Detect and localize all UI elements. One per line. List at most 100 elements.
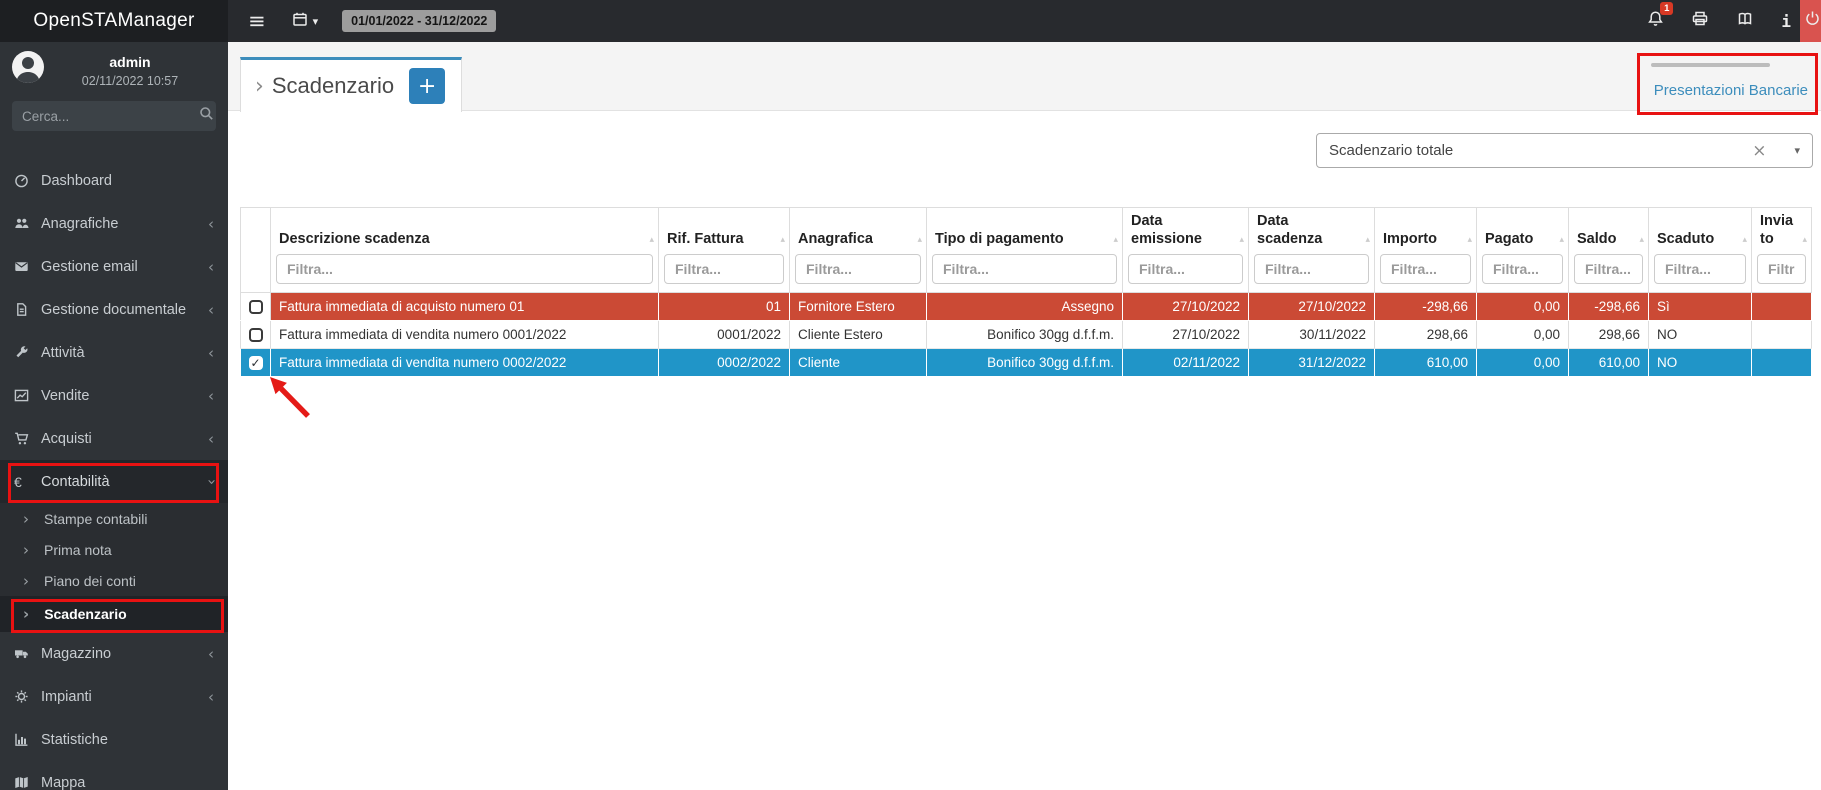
sort-icon: ▴ <box>780 235 785 246</box>
sidebar-item-label: Impianti <box>41 688 92 705</box>
tab-scadenzario[interactable]: › Scadenzario + <box>240 57 463 112</box>
logout-button[interactable] <box>1800 0 1821 42</box>
cell-pagato: 0,00 <box>1476 320 1569 349</box>
scadenzario-filter-select[interactable]: Scadenzario totale × ▾ <box>1316 133 1813 168</box>
col-header-importo[interactable]: Importo ▴ <box>1374 207 1477 254</box>
sidebar-item-anagrafiche[interactable]: Anagrafiche ‹ <box>0 202 228 245</box>
map-icon <box>14 775 41 790</box>
chevron-right-icon: › <box>23 605 30 623</box>
table-row[interactable]: Fattura immediata di vendita numero 0001… <box>240 320 1812 349</box>
sidebar-item-statistiche[interactable]: Statistiche <box>0 718 228 761</box>
sort-icon: ▴ <box>1113 235 1118 246</box>
sidebar-item-dashboard[interactable]: Dashboard <box>0 159 228 202</box>
sidebar-subitem-stampe-contabili[interactable]: › Stampe contabili <box>0 503 228 534</box>
chevron-left-icon: ‹ <box>208 644 214 663</box>
docs-button[interactable] <box>1736 11 1754 32</box>
sidebar-item-gestione-documentale[interactable]: Gestione documentale ‹ <box>0 288 228 331</box>
chevron-right-icon: › <box>23 540 29 559</box>
col-header-saldo[interactable]: Saldo ▴ <box>1568 207 1649 254</box>
sidebar-item-label: Gestione email <box>41 258 138 275</box>
col-header-scaduto[interactable]: Scaduto ▴ <box>1648 207 1752 254</box>
sidebar-item-magazzino[interactable]: Magazzino ‹ <box>0 632 228 675</box>
notification-count-badge: 1 <box>1660 1 1674 15</box>
filter-input-importo[interactable] <box>1380 253 1471 284</box>
cell-data-emissione: 02/11/2022 <box>1122 348 1249 377</box>
filter-input-rif-fattura[interactable] <box>664 253 784 284</box>
col-header-data-scadenza[interactable]: Data scadenza ▴ <box>1248 207 1375 254</box>
sidebar-item-attivita[interactable]: Attività ‹ <box>0 331 228 374</box>
tab-bar: › Scadenzario + <box>228 42 1821 112</box>
filter-input-scaduto[interactable] <box>1654 253 1746 284</box>
col-header-pagato[interactable]: Pagato ▴ <box>1476 207 1569 254</box>
cell-importo: -298,66 <box>1374 292 1477 321</box>
user-avatar <box>12 51 44 83</box>
sidebar-item-contabilita[interactable]: € Contabilità ‹ <box>0 460 228 503</box>
cell-scaduto: Sì <box>1648 292 1752 321</box>
notifications-button[interactable]: 1 <box>1647 1 1674 33</box>
annotation-box-presentazioni: Presentazioni Bancarie <box>1637 53 1818 115</box>
row-checkbox[interactable] <box>248 328 263 343</box>
cell-pagato: 0,00 <box>1476 348 1569 377</box>
topbar-actions: 1 i <box>1647 0 1821 42</box>
calendar-menu-button[interactable]: ▾ <box>292 11 318 32</box>
filter-input-tipo-pagamento[interactable] <box>932 253 1117 284</box>
select-all-header <box>240 207 271 254</box>
row-checkbox[interactable] <box>248 300 263 315</box>
user-info: admin 02/11/2022 10:57 <box>44 51 216 88</box>
print-button[interactable] <box>1691 10 1709 32</box>
cart-icon <box>14 431 41 446</box>
cell-inviato <box>1751 320 1812 349</box>
sidebar-subitem-label: Stampe contabili <box>44 510 148 527</box>
col-header-descrizione[interactable]: Descrizione scadenza ▴ <box>270 207 659 254</box>
chevron-left-icon: ‹ <box>208 257 214 276</box>
info-button[interactable]: i <box>1781 12 1791 31</box>
col-header-anagrafica[interactable]: Anagrafica ▴ <box>789 207 927 254</box>
sort-icon: ▴ <box>1239 235 1244 246</box>
cell-saldo: -298,66 <box>1568 292 1649 321</box>
sort-icon: ▴ <box>1639 235 1644 246</box>
filter-input-saldo[interactable] <box>1574 253 1643 284</box>
filter-input-pagato[interactable] <box>1482 253 1563 284</box>
table-row-selected[interactable]: ✓ Fattura immediata di vendita numero 00… <box>240 348 1812 377</box>
cell-data-emissione: 27/10/2022 <box>1122 320 1249 349</box>
sidebar-item-vendite[interactable]: Vendite ‹ <box>0 374 228 417</box>
sidebar-subitem-piano-dei-conti[interactable]: › Piano dei conti <box>0 565 228 596</box>
euro-icon: € <box>14 473 22 490</box>
filter-input-descrizione[interactable] <box>276 253 653 284</box>
search-icon[interactable] <box>199 106 214 126</box>
sidebar-item-label: Mappa <box>41 774 86 790</box>
filter-input-inviato[interactable] <box>1757 253 1806 284</box>
col-header-rif-fattura[interactable]: Rif. Fattura ▴ <box>658 207 790 254</box>
filter-input-data-scadenza[interactable] <box>1254 253 1369 284</box>
caret-down-icon: ▾ <box>1794 144 1800 157</box>
filter-input-data-emissione[interactable] <box>1128 253 1243 284</box>
document-icon <box>14 302 41 317</box>
chevron-left-icon: ‹ <box>208 343 214 362</box>
col-header-data-emissione[interactable]: Data emissione ▴ <box>1122 207 1249 254</box>
search-input[interactable] <box>22 108 199 124</box>
sidebar-item-impianti[interactable]: Impianti ‹ <box>0 675 228 718</box>
filter-input-anagrafica[interactable] <box>795 253 921 284</box>
sidebar-item-mappa[interactable]: Mappa <box>0 761 228 790</box>
chart-line-icon <box>14 388 41 403</box>
sidebar-subitem-scadenzario[interactable]: › Scadenzario <box>0 596 228 632</box>
cell-rif-fattura: 0001/2022 <box>658 320 790 349</box>
sidebar: admin 02/11/2022 10:57 Dashboard Anagraf… <box>0 42 228 790</box>
table-row[interactable]: Fattura immediata di acquisto numero 01 … <box>240 292 1812 321</box>
sidebar-item-acquisti[interactable]: Acquisti ‹ <box>0 417 228 460</box>
col-header-tipo-pagamento[interactable]: Tipo di pagamento ▴ <box>926 207 1123 254</box>
sidebar-item-gestione-email[interactable]: Gestione email ‹ <box>0 245 228 288</box>
app-logo[interactable]: OpenSTAManager <box>0 0 228 42</box>
presentazioni-bancarie-link[interactable]: Presentazioni Bancarie <box>1653 82 1808 99</box>
sidebar-search <box>12 101 216 131</box>
truck-icon <box>14 646 41 661</box>
cell-anagrafica: Cliente Estero <box>789 320 927 349</box>
row-checkbox-checked[interactable]: ✓ <box>248 356 263 371</box>
add-scadenza-button[interactable]: + <box>409 68 446 104</box>
cell-inviato <box>1751 348 1812 377</box>
col-header-inviato[interactable]: Inviato ▴ <box>1751 207 1812 254</box>
clear-selection-icon[interactable]: × <box>1752 140 1767 161</box>
sidebar-subitem-prima-nota[interactable]: › Prima nota <box>0 534 228 565</box>
sidebar-toggle-hamburger-icon[interactable]: ≡ <box>248 9 266 33</box>
period-range-badge[interactable]: 01/01/2022 - 31/12/2022 <box>342 10 497 32</box>
